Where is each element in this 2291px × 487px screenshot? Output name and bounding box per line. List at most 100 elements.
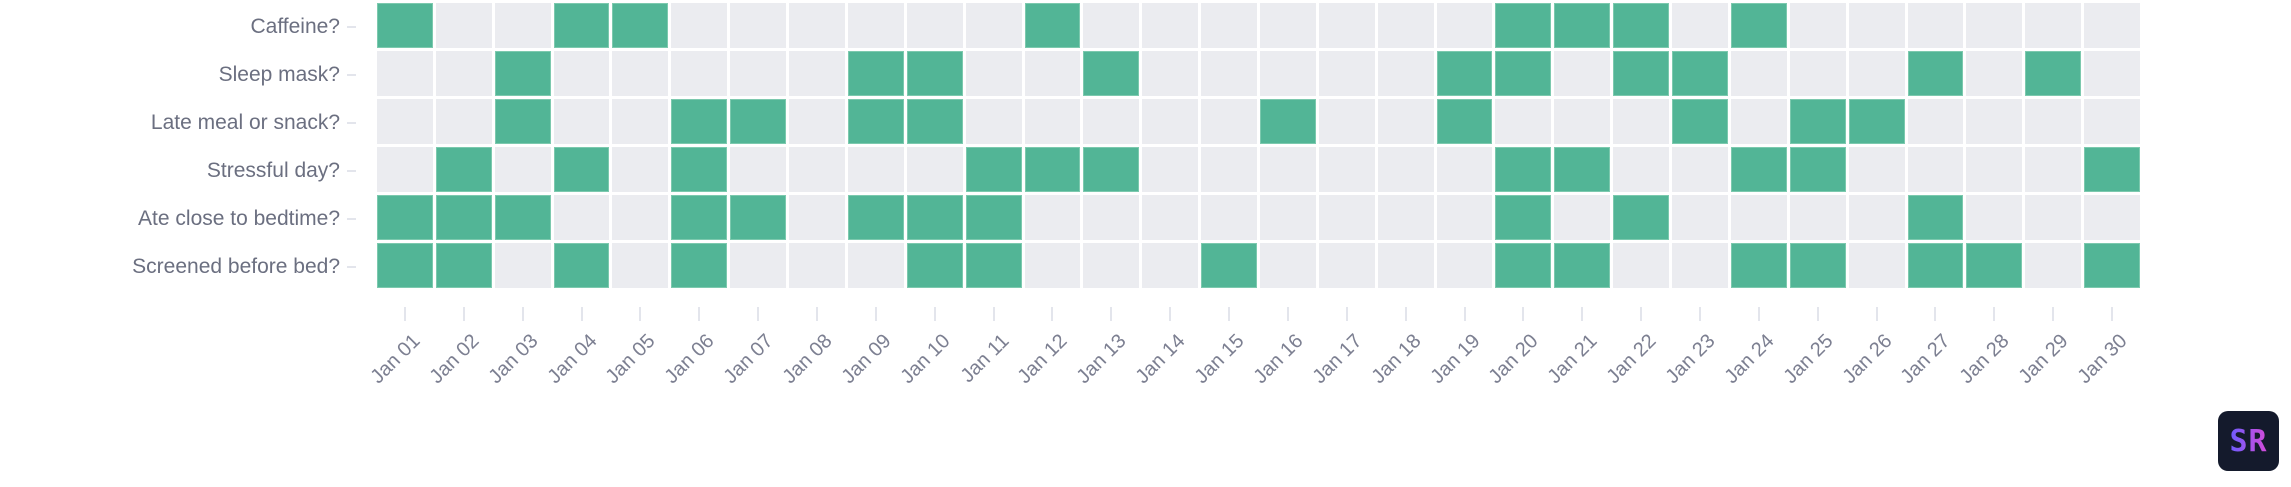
heatmap-cell[interactable] [1318,147,1375,192]
heatmap-cell[interactable] [1907,99,1964,144]
heatmap-cell[interactable] [1907,51,1964,96]
heatmap-cell[interactable] [1436,3,1493,48]
heatmap-cell[interactable] [1554,243,1611,288]
heatmap-cell[interactable] [1142,147,1199,192]
heatmap-cell[interactable] [1848,3,1905,48]
heatmap-cell[interactable] [1024,99,1081,144]
heatmap-cell[interactable] [671,51,728,96]
heatmap-cell[interactable] [1260,3,1316,48]
heatmap-cell[interactable] [965,243,1022,288]
heatmap-cell[interactable] [1613,147,1670,192]
heatmap-cell[interactable] [730,51,787,96]
heatmap-cell[interactable] [671,195,728,240]
heatmap-cell[interactable] [847,99,904,144]
heatmap-cell[interactable] [435,195,492,240]
heatmap-cell[interactable] [730,99,787,144]
heatmap-cell[interactable] [1436,195,1493,240]
heatmap-cell[interactable] [1377,243,1434,288]
heatmap-cell[interactable] [789,3,845,48]
heatmap-cell[interactable] [2084,195,2140,240]
heatmap-cell[interactable] [1142,195,1199,240]
heatmap-cell[interactable] [965,51,1022,96]
heatmap-cell[interactable] [906,51,963,96]
heatmap-cell[interactable] [1260,147,1316,192]
heatmap-cell[interactable] [1436,243,1493,288]
heatmap-cell[interactable] [906,195,963,240]
heatmap-cell[interactable] [1024,243,1081,288]
heatmap-cell[interactable] [2025,3,2082,48]
heatmap-cell[interactable] [2084,3,2140,48]
heatmap-cell[interactable] [1024,51,1081,96]
heatmap-cell[interactable] [612,51,669,96]
heatmap-cell[interactable] [906,147,963,192]
heatmap-cell[interactable] [671,99,728,144]
heatmap-cell[interactable] [1260,99,1316,144]
heatmap-cell[interactable] [847,3,904,48]
heatmap-cell[interactable] [1142,243,1199,288]
heatmap-cell[interactable] [730,243,787,288]
heatmap-cell[interactable] [377,147,433,192]
heatmap-cell[interactable] [1789,243,1846,288]
heatmap-cell[interactable] [1613,3,1670,48]
heatmap-cell[interactable] [1318,243,1375,288]
heatmap-cell[interactable] [1495,195,1552,240]
heatmap-cell[interactable] [1789,51,1846,96]
heatmap-cell[interactable] [377,3,433,48]
heatmap-cell[interactable] [847,147,904,192]
heatmap-cell[interactable] [553,243,610,288]
heatmap-cell[interactable] [671,243,728,288]
heatmap-cell[interactable] [965,3,1022,48]
heatmap-cell[interactable] [671,147,728,192]
heatmap-cell[interactable] [1613,99,1670,144]
heatmap-cell[interactable] [1377,147,1434,192]
heatmap-cell[interactable] [612,243,669,288]
heatmap-cell[interactable] [1730,243,1787,288]
heatmap-cell[interactable] [1848,51,1905,96]
heatmap-cell[interactable] [1495,99,1552,144]
heatmap-cell[interactable] [965,99,1022,144]
heatmap-cell[interactable] [612,3,669,48]
heatmap-cell[interactable] [1554,99,1611,144]
heatmap-cell[interactable] [377,243,433,288]
heatmap-cell[interactable] [1024,3,1081,48]
heatmap-cell[interactable] [847,51,904,96]
heatmap-cell[interactable] [1083,147,1140,192]
heatmap-cell[interactable] [1201,99,1257,144]
heatmap-cell[interactable] [1966,51,2023,96]
heatmap-cell[interactable] [1436,99,1493,144]
heatmap-cell[interactable] [906,99,963,144]
heatmap-cell[interactable] [1436,147,1493,192]
heatmap-cell[interactable] [1613,243,1670,288]
heatmap-cell[interactable] [1672,195,1728,240]
heatmap-cell[interactable] [1024,147,1081,192]
heatmap-cell[interactable] [1730,51,1787,96]
heatmap-cell[interactable] [1260,243,1316,288]
heatmap-cell[interactable] [1613,51,1670,96]
heatmap-cell[interactable] [789,195,845,240]
heatmap-cell[interactable] [1318,51,1375,96]
heatmap-cell[interactable] [1672,147,1728,192]
heatmap-cell[interactable] [1377,51,1434,96]
heatmap-cell[interactable] [1083,3,1140,48]
heatmap-cell[interactable] [1789,147,1846,192]
heatmap-cell[interactable] [1672,51,1728,96]
heatmap-cell[interactable] [1907,3,1964,48]
heatmap-cell[interactable] [1377,99,1434,144]
heatmap-cell[interactable] [1260,195,1316,240]
heatmap-cell[interactable] [435,147,492,192]
heatmap-cell[interactable] [1672,243,1728,288]
heatmap-cell[interactable] [1907,195,1964,240]
heatmap-cell[interactable] [1966,147,2023,192]
heatmap-cell[interactable] [1495,3,1552,48]
heatmap-cell[interactable] [494,195,551,240]
heatmap-cell[interactable] [2084,99,2140,144]
heatmap-cell[interactable] [553,99,610,144]
heatmap-cell[interactable] [377,195,433,240]
heatmap-cell[interactable] [1495,51,1552,96]
heatmap-cell[interactable] [1436,51,1493,96]
heatmap-cell[interactable] [435,243,492,288]
heatmap-cell[interactable] [1554,147,1611,192]
heatmap-cell[interactable] [1142,3,1199,48]
heatmap-cell[interactable] [965,147,1022,192]
heatmap-cell[interactable] [1789,99,1846,144]
